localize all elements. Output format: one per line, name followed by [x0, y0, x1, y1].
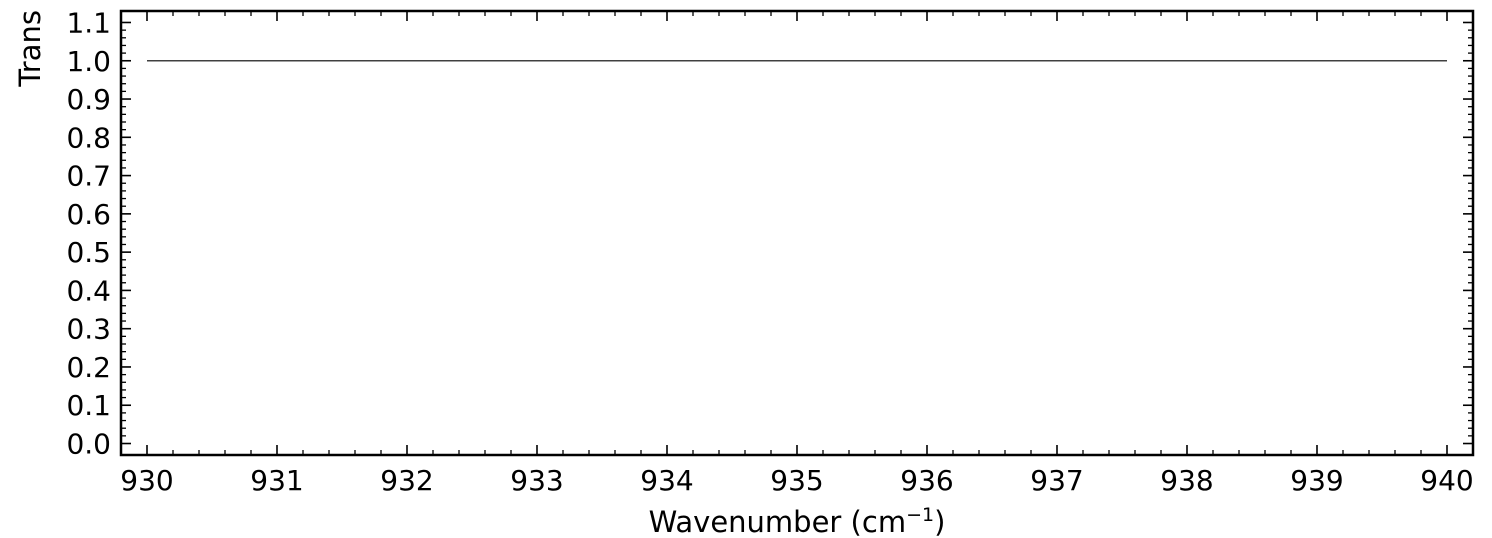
x-tick-label: 936	[900, 464, 953, 497]
x-tick-label: 930	[120, 464, 173, 497]
y-tick-label: 0.7	[66, 160, 111, 193]
y-tick-label: 1.1	[66, 6, 111, 39]
y-tick-label: 0.9	[66, 83, 111, 116]
y-tick-label: 0.5	[66, 236, 111, 269]
y-tick-label: 0.3	[66, 313, 111, 346]
x-axis-label-exponent: −1	[906, 504, 934, 526]
y-tick-label: 0.2	[66, 351, 111, 384]
y-tick-label: 0.8	[66, 121, 111, 154]
y-tick-labels: 0.0 0.1 0.2 0.3 0.4 0.5 0.6 0.7 0.8 0.9 1.0 1.1	[66, 6, 111, 460]
y-tick-label: 0.0	[66, 428, 111, 461]
x-tick-label: 932	[380, 464, 433, 497]
x-tick-label: 935	[770, 464, 823, 497]
x-axis-label: Wavenumber (cm−1)	[649, 504, 946, 538]
x-tick-label: 933	[510, 464, 563, 497]
x-tick-label: 934	[640, 464, 693, 497]
x-tick-label: 939	[1290, 464, 1343, 497]
y-tick-label: 0.1	[66, 389, 111, 422]
x-tick-label: 937	[1030, 464, 1083, 497]
y-tick-label: 1.0	[66, 45, 111, 78]
y-tick-label: 0.4	[66, 274, 111, 307]
x-tick-label: 938	[1160, 464, 1213, 497]
x-tick-label: 931	[250, 464, 303, 497]
plot-frame	[119, 9, 1475, 457]
x-axis-label-main: Wavenumber (cm	[649, 505, 907, 538]
major-ticks	[121, 11, 1473, 455]
minor-ticks	[121, 11, 1473, 455]
x-tick-label: 940	[1420, 464, 1473, 497]
x-axis-label-close: )	[934, 505, 945, 538]
y-tick-label: 0.6	[66, 198, 111, 231]
y-axis-label: Trans	[13, 10, 47, 88]
x-tick-labels: 930 931 932 933 934 935 936 937 938 939 940	[120, 464, 1473, 497]
